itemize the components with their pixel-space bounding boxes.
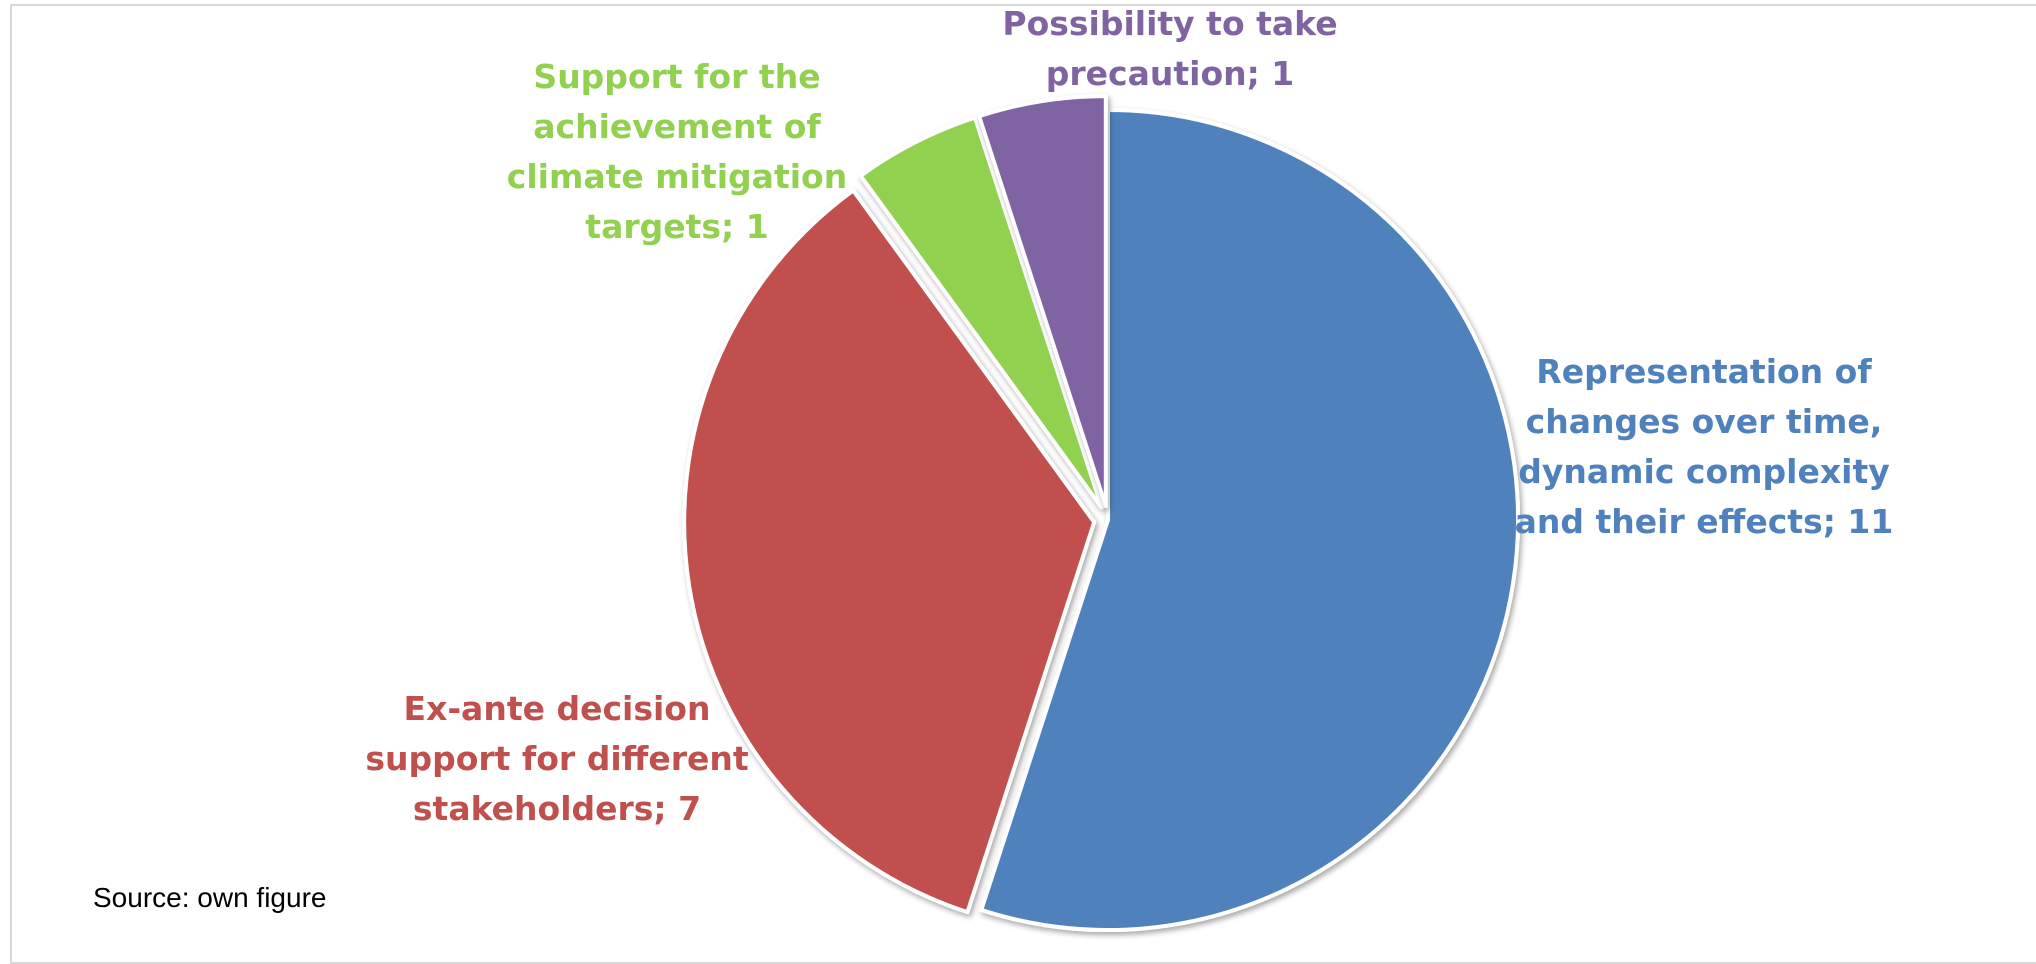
slice-label-line: precaution; 1 [1046,54,1295,93]
pie-slice-support-for-the-achievement-of-climate-m [858,115,1104,510]
slice-label-line: Ex-ante decision [404,689,711,728]
slice-label-line: dynamic complexity [1518,452,1889,491]
slice-label-support-for-the-achievement-of-climate-m: Support for the achievement of climate mit… [507,57,847,246]
slice-label-representation-of-changes-over-time-dyna: Representation of changes over time, dynam… [1515,352,1894,541]
slice-label-line: stakeholders; 7 [413,789,701,828]
slice-label-line: changes over time, [1526,402,1883,441]
pie-slice-possibility-to-take-precaution [977,94,1108,509]
slice-label-line: Possibility to take [1002,4,1337,43]
slice-label-line: Support for the [533,57,820,96]
slice-label-possibility-to-take-precaution: Possibility to take precaution; 1 [1002,4,1337,93]
pie-slice-representation-of-changes-over-time-dyna [979,108,1520,932]
slice-label-line: climate mitigation [507,157,847,196]
pie-slice-ex-ante-decision-support-for-different-s [682,188,1097,915]
slice-label-line: and their effects; 11 [1515,502,1894,541]
slice-label-line: support for different [365,739,749,778]
slice-label-line: achievement of [533,107,821,146]
slice-labels: Representation of changes over time, dynam… [365,4,1893,828]
slice-label-line: Representation of [1536,352,1872,391]
source-note: Source: own figure [93,882,327,913]
pie-slices [682,94,1520,932]
slice-label-line: targets; 1 [585,207,768,246]
slice-label-ex-ante-decision-support-for-different-s: Ex-ante decision support for different sta… [365,689,749,828]
